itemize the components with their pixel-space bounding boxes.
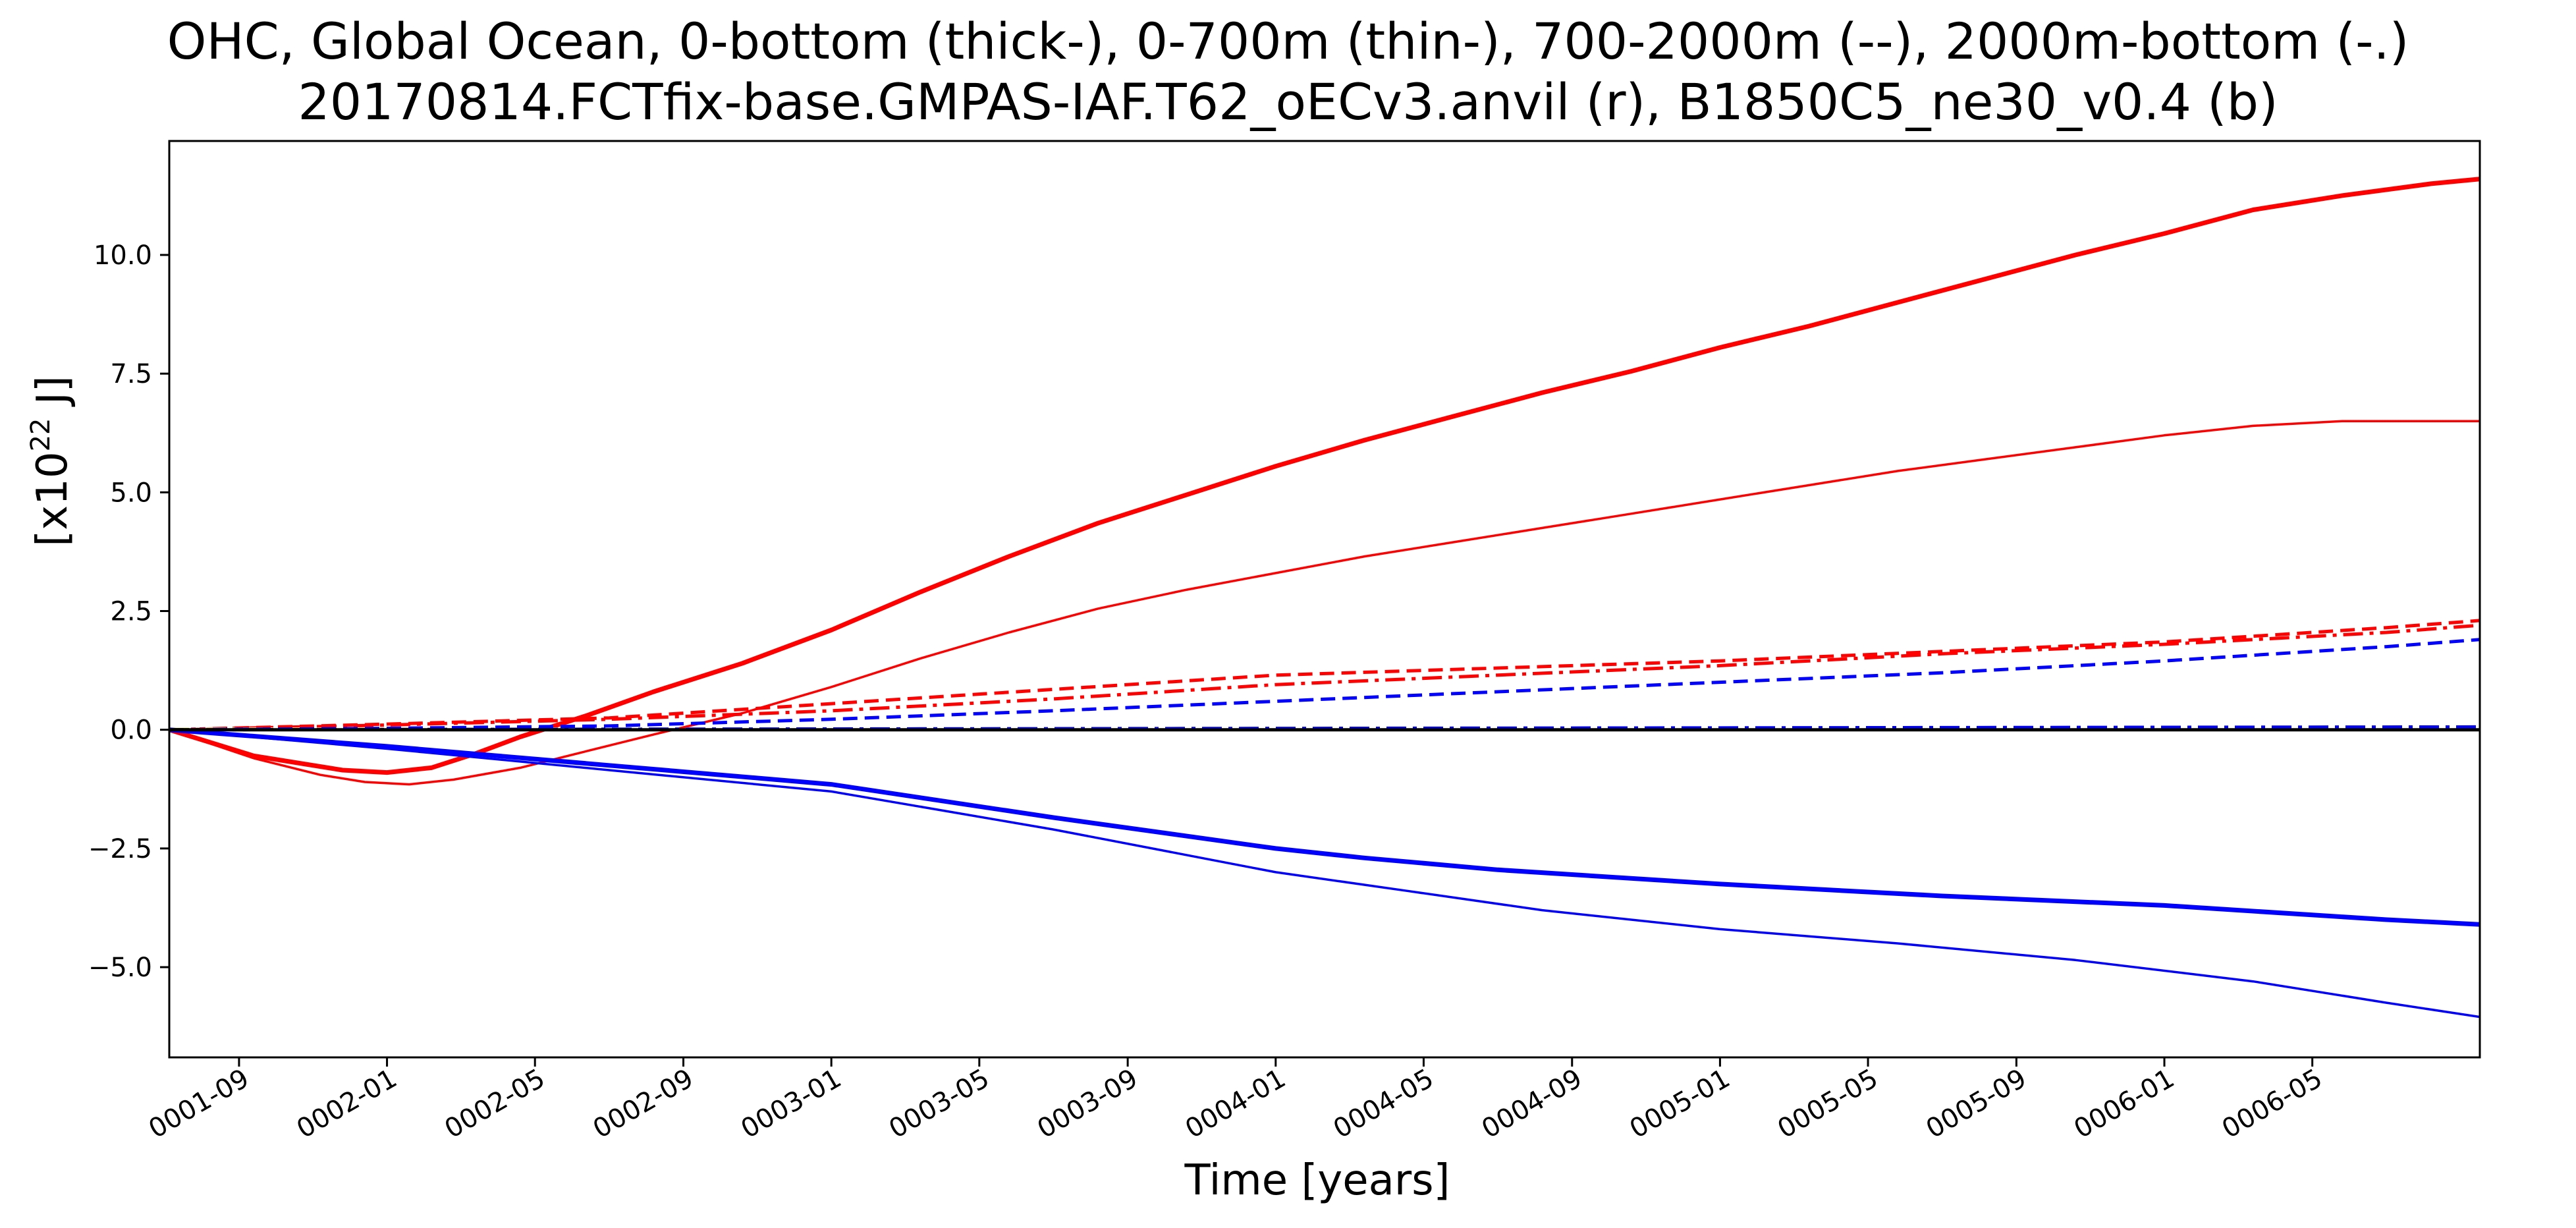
series-line-2 <box>169 619 2480 732</box>
x-tick-label: 0003-05 <box>884 1063 995 1144</box>
chart-title: OHC, Global Ocean, 0-bottom (thick-), 0-… <box>167 12 2409 70</box>
y-axis-label-base: [x10 <box>28 451 77 547</box>
y-tick-label: 0.0 <box>110 715 152 746</box>
x-tick-label: 0005-05 <box>1772 1063 1883 1144</box>
x-tick-label: 0004-09 <box>1477 1063 1587 1144</box>
x-tick-label: 0002-01 <box>292 1063 402 1144</box>
axes-frame <box>168 140 2481 1059</box>
y-tick-label: 5.0 <box>110 478 152 508</box>
series-line-1 <box>169 420 2480 786</box>
y-axis-label: [x1022 J] <box>26 264 79 659</box>
y-tick-label: 10.0 <box>94 240 152 271</box>
x-tick-label: 0002-09 <box>588 1063 699 1144</box>
series-layer <box>169 177 2480 1019</box>
x-tick-label: 0004-05 <box>1329 1063 1439 1144</box>
y-tick-label: −2.5 <box>88 834 152 864</box>
x-tick-label: 0005-09 <box>1921 1063 2032 1144</box>
y-axis-label-exponent: 22 <box>26 418 56 452</box>
series-line-3 <box>169 623 2480 732</box>
series-line-6 <box>169 728 2480 1019</box>
x-tick-label: 0002-05 <box>439 1063 550 1144</box>
x-tick-label: 0006-01 <box>2069 1063 2179 1144</box>
x-tick-label: 0006-05 <box>2217 1063 2328 1144</box>
x-tick-label: 0004-01 <box>1180 1063 1291 1144</box>
series-line-7 <box>169 638 2480 732</box>
x-tick-label: 0003-09 <box>1032 1063 1143 1144</box>
chart-subtitle: 20170814.FCTfix-base.GMPAS-IAF.T62_oECv3… <box>298 72 2278 131</box>
x-ticks: 0001-09 0002-01 0002-05 0002-09 0003-01 0003-… <box>144 1057 2328 1144</box>
y-tick-label: 2.5 <box>110 597 152 627</box>
x-tick-label: 0003-01 <box>736 1063 846 1144</box>
y-tick-label: 7.5 <box>110 359 152 389</box>
x-tick-label: 0005-01 <box>1625 1063 1736 1144</box>
y-axis-label-unit: J] <box>28 376 77 418</box>
x-tick-label: 0001-09 <box>144 1063 254 1144</box>
series-line-5 <box>169 727 2480 927</box>
y-ticks: −5.0 −2.5 0.0 2.5 5.0 7.5 10.0 <box>88 240 169 983</box>
x-axis-label: Time [years] <box>1184 1156 1450 1205</box>
y-tick-label: −5.0 <box>88 953 152 983</box>
